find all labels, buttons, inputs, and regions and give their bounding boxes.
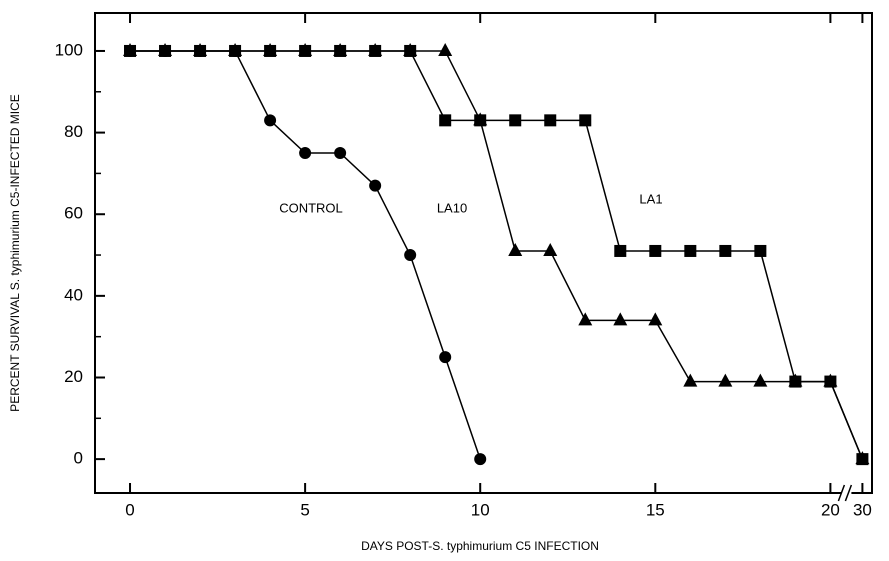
- point: [439, 114, 452, 127]
- point: [508, 242, 523, 256]
- point: [788, 373, 803, 387]
- x-tick-label: 0: [125, 500, 134, 519]
- point: [193, 42, 208, 56]
- point: [473, 112, 488, 126]
- point: [158, 42, 173, 56]
- point: [719, 244, 732, 257]
- axis-break: [837, 484, 846, 502]
- x-tick-label: 30: [853, 500, 872, 519]
- point: [403, 42, 418, 56]
- point: [509, 114, 522, 127]
- annotation: LA1: [639, 191, 662, 206]
- point: [474, 453, 487, 466]
- plot-frame: [94, 12, 873, 494]
- point: [438, 42, 453, 56]
- point: [123, 42, 138, 56]
- x-tick-label: 15: [646, 500, 665, 519]
- x-tick-label: 5: [300, 500, 309, 519]
- point: [404, 249, 417, 262]
- point: [579, 114, 592, 127]
- axis-break-gap: [841, 489, 852, 497]
- point: [753, 373, 768, 387]
- point: [264, 114, 277, 127]
- point: [754, 244, 767, 257]
- point: [369, 179, 382, 192]
- point: [578, 312, 593, 326]
- point: [334, 147, 347, 159]
- point: [544, 114, 557, 127]
- y-axis-label: PERCENT SURVIVAL S. typhimurium C5-INFEC…: [8, 94, 22, 412]
- point: [543, 242, 558, 256]
- point: [333, 42, 348, 56]
- y-tick-label: 40: [64, 285, 83, 304]
- point: [298, 42, 313, 56]
- point: [228, 42, 243, 56]
- y-tick-label: 80: [64, 122, 83, 141]
- x-axis-label: DAYS POST-S. typhimurium C5 INFECTION: [361, 539, 599, 553]
- point: [649, 244, 662, 257]
- point: [823, 373, 838, 387]
- annotation: LA10: [437, 200, 467, 215]
- point: [684, 244, 697, 257]
- point: [683, 373, 698, 387]
- y-tick-label: 100: [55, 40, 83, 59]
- point: [648, 312, 663, 326]
- series-line: [130, 50, 864, 460]
- point: [439, 351, 452, 364]
- point: [263, 42, 278, 56]
- point: [718, 373, 733, 387]
- y-tick-label: 20: [64, 367, 83, 386]
- point: [368, 42, 383, 56]
- series-line: [130, 50, 481, 460]
- annotation: CONTROL: [279, 200, 343, 215]
- y-tick-label: 0: [74, 449, 83, 468]
- x-tick-label: 20: [821, 500, 840, 519]
- series-line: [130, 50, 864, 460]
- point: [614, 244, 627, 257]
- axis-break: [844, 484, 853, 502]
- point: [299, 147, 312, 159]
- x-tick-label: 10: [471, 500, 490, 519]
- point: [855, 451, 870, 465]
- y-tick-label: 60: [64, 204, 83, 223]
- point: [613, 312, 628, 326]
